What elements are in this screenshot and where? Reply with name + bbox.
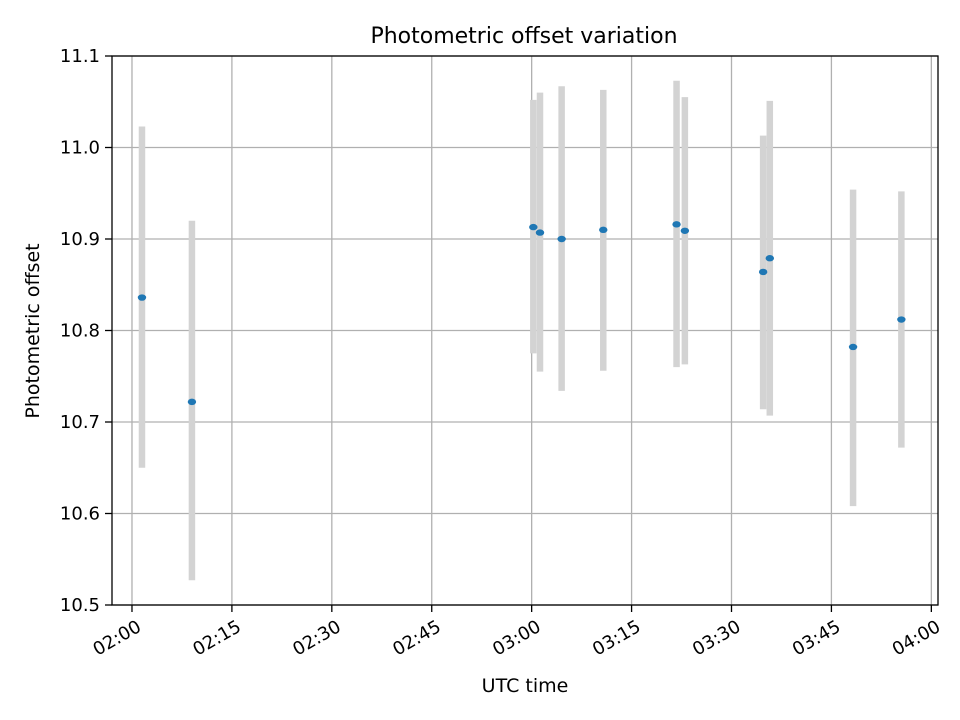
y-tick-label: 10.7 — [60, 412, 100, 433]
data-point — [680, 227, 690, 234]
data-point — [557, 235, 566, 243]
data-point — [758, 268, 768, 276]
chart-title: Photometric offset variation — [370, 24, 677, 49]
data-point — [187, 398, 197, 406]
y-tick-label: 10.5 — [60, 595, 100, 616]
y-tick-label: 10.9 — [60, 229, 100, 250]
data-point — [672, 221, 681, 228]
y-tick-label: 11.0 — [60, 138, 100, 159]
y-axis: 10.5 10.6 10.7 10.8 10.9 11.0 11.1 — [60, 46, 112, 616]
data-points — [137, 221, 906, 406]
data-point — [529, 223, 538, 231]
data-point — [137, 294, 147, 301]
data-point — [599, 226, 608, 234]
data-point — [848, 343, 858, 351]
y-axis-label: Photometric offset — [22, 243, 44, 418]
y-tick-label: 10.8 — [60, 321, 100, 342]
data-point — [765, 255, 775, 262]
y-tick-label: 10.6 — [60, 504, 100, 525]
x-axis-label: UTC time — [482, 675, 569, 697]
y-tick-label: 11.1 — [60, 46, 100, 67]
data-point — [897, 316, 906, 323]
data-point — [535, 229, 545, 236]
